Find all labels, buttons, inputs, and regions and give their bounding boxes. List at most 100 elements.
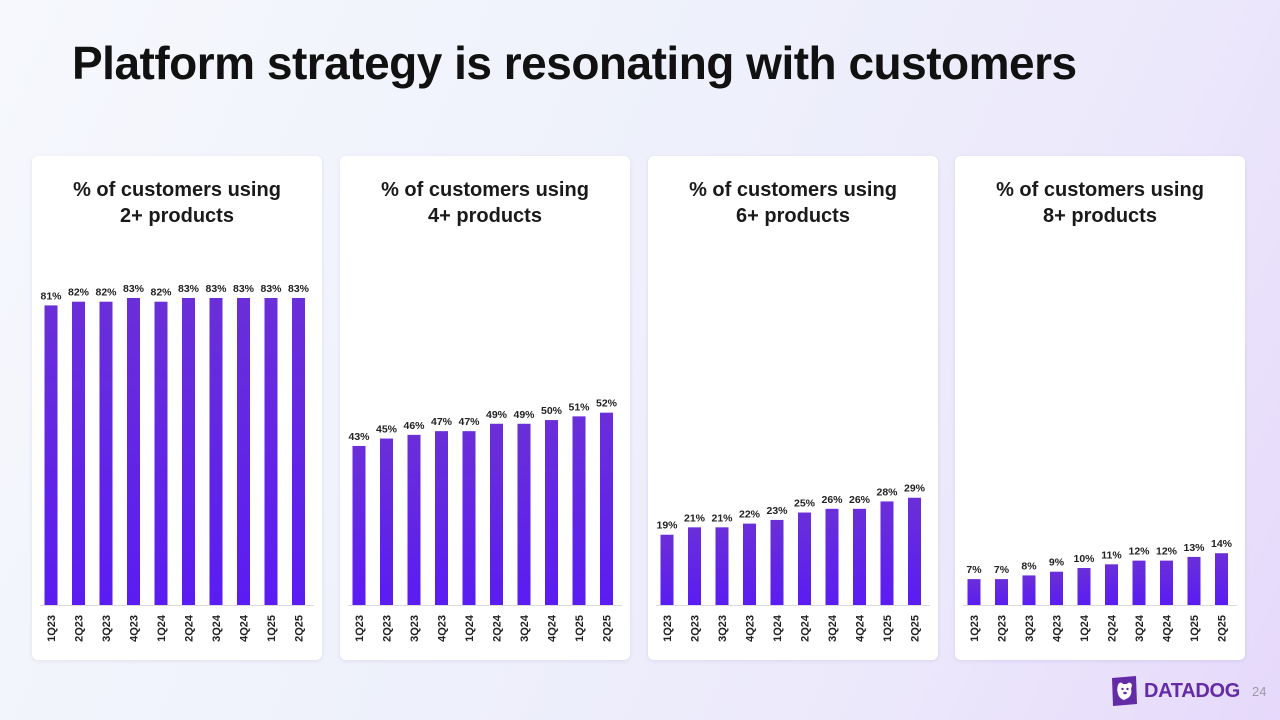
x-tick-label: 4Q23 — [129, 615, 141, 642]
bar-chart-8plus: % of customers using 8+ products 7% 1Q23 7… — [963, 179, 1237, 642]
bar-3q23 — [407, 434, 421, 605]
x-tick-label: 3Q24 — [519, 614, 531, 642]
value-label: 82% — [95, 287, 117, 299]
value-label: 49% — [486, 409, 508, 421]
value-label: 21% — [684, 512, 706, 524]
bar-1q25 — [572, 416, 586, 605]
x-tick-label: 1Q24 — [156, 614, 168, 642]
chart-title-line1: % of customers using — [996, 179, 1204, 201]
bar-1q24 — [462, 431, 476, 605]
bar-2q23 — [380, 438, 393, 605]
value-label: 21% — [711, 512, 733, 524]
value-label: 13% — [1183, 542, 1205, 554]
x-tick-label: 2Q24 — [492, 614, 504, 642]
bar-4q23 — [1050, 571, 1063, 605]
x-tick-label: 1Q24 — [1079, 614, 1091, 642]
value-label: 11% — [1101, 549, 1122, 561]
x-tick-label: 1Q25 — [574, 615, 586, 642]
value-label: 47% — [458, 416, 480, 428]
value-label: 7% — [966, 564, 982, 576]
bar-2q24 — [1105, 564, 1118, 605]
bar-4q23 — [127, 298, 140, 605]
bar-2q24 — [182, 298, 195, 605]
slide-title: Platform strategy is resonating with cus… — [72, 37, 1077, 89]
chart-panel-8plus: % of customers using 8+ products 7% 1Q23 7… — [955, 156, 1245, 660]
value-label: 14% — [1211, 538, 1233, 550]
x-tick-label: 4Q24 — [547, 614, 559, 642]
x-tick-label: 1Q23 — [662, 615, 674, 642]
value-label: 81% — [40, 290, 62, 302]
x-tick-label: 1Q23 — [46, 615, 58, 642]
x-tick-label: 1Q24 — [772, 614, 784, 642]
value-label: 28% — [876, 486, 898, 498]
chart-panel-2plus: % of customers using 2+ products 81% 1Q23… — [32, 156, 322, 660]
bar-2q25 — [1215, 553, 1228, 605]
value-label: 43% — [348, 431, 370, 443]
x-tick-label: 2Q24 — [800, 614, 812, 642]
x-tick-label: 4Q24 — [239, 614, 251, 642]
bar-2q25 — [292, 298, 305, 605]
x-tick-label: 2Q24 — [184, 614, 196, 642]
bar-3q24 — [1132, 560, 1146, 605]
bar-2q23 — [688, 527, 701, 605]
value-label: 10% — [1073, 553, 1095, 565]
page-number: 24 — [1252, 684, 1267, 699]
value-label: 46% — [403, 420, 425, 432]
x-tick-label: 4Q23 — [1052, 615, 1064, 642]
brand-name: DATADOG — [1144, 679, 1241, 702]
value-label: 8% — [1021, 560, 1037, 572]
value-label: 12% — [1128, 546, 1150, 558]
x-tick-label: 2Q25 — [1217, 615, 1229, 642]
chart-panel-4plus: % of customers using 4+ products 43% 1Q23… — [340, 156, 630, 660]
value-label: 26% — [821, 494, 843, 506]
x-tick-label: 3Q24 — [1134, 614, 1146, 642]
value-label: 26% — [849, 494, 871, 506]
value-label: 7% — [994, 564, 1010, 576]
x-tick-label: 4Q23 — [745, 615, 757, 642]
bar-3q24 — [517, 423, 531, 605]
bar-4q24 — [545, 420, 558, 605]
value-label: 12% — [1156, 546, 1178, 558]
value-label: 83% — [178, 283, 200, 295]
value-label: 83% — [288, 283, 310, 295]
chart-title-line1: % of customers using — [381, 179, 589, 201]
bar-chart-6plus: % of customers using 6+ products 19% 1Q23… — [656, 179, 930, 642]
bar-2q23 — [995, 579, 1008, 605]
chart-title-line2: 8+ products — [1043, 205, 1157, 227]
value-label: 83% — [123, 283, 145, 295]
x-tick-label: 2Q25 — [602, 615, 614, 642]
value-label: 52% — [596, 398, 618, 410]
bar-1q23 — [660, 534, 674, 605]
dog-logo-icon — [1112, 676, 1137, 706]
value-label: 83% — [260, 283, 282, 295]
bar-2q24 — [798, 512, 811, 605]
x-tick-label: 2Q25 — [294, 615, 306, 642]
x-tick-label: 1Q24 — [464, 614, 476, 642]
bar-chart-2plus: % of customers using 2+ products 81% 1Q23… — [40, 179, 314, 642]
value-label: 82% — [68, 287, 90, 299]
x-tick-label: 3Q23 — [101, 615, 113, 642]
value-label: 19% — [656, 520, 678, 532]
x-tick-label: 3Q24 — [827, 614, 839, 642]
bar-1q25 — [880, 501, 894, 605]
value-label: 83% — [205, 283, 227, 295]
value-label: 49% — [513, 409, 535, 421]
bar-3q24 — [209, 298, 223, 605]
bar-2q24 — [490, 423, 503, 605]
bar-4q23 — [435, 431, 448, 605]
x-tick-label: 3Q24 — [211, 614, 223, 642]
x-tick-label: 1Q23 — [969, 615, 981, 642]
bar-3q23 — [715, 527, 729, 605]
x-tick-label: 3Q23 — [717, 615, 729, 642]
x-tick-label: 2Q23 — [997, 615, 1009, 642]
value-label: 51% — [568, 401, 590, 413]
bar-4q23 — [743, 523, 756, 605]
chart-title-line2: 2+ products — [120, 205, 234, 227]
x-tick-label: 2Q23 — [690, 615, 702, 642]
value-label: 23% — [766, 505, 788, 517]
chart-title-line1: % of customers using — [73, 179, 281, 201]
x-tick-label: 2Q23 — [74, 615, 86, 642]
bar-4q24 — [853, 508, 866, 605]
x-tick-label: 2Q24 — [1107, 614, 1119, 642]
x-tick-label: 4Q24 — [855, 614, 867, 642]
